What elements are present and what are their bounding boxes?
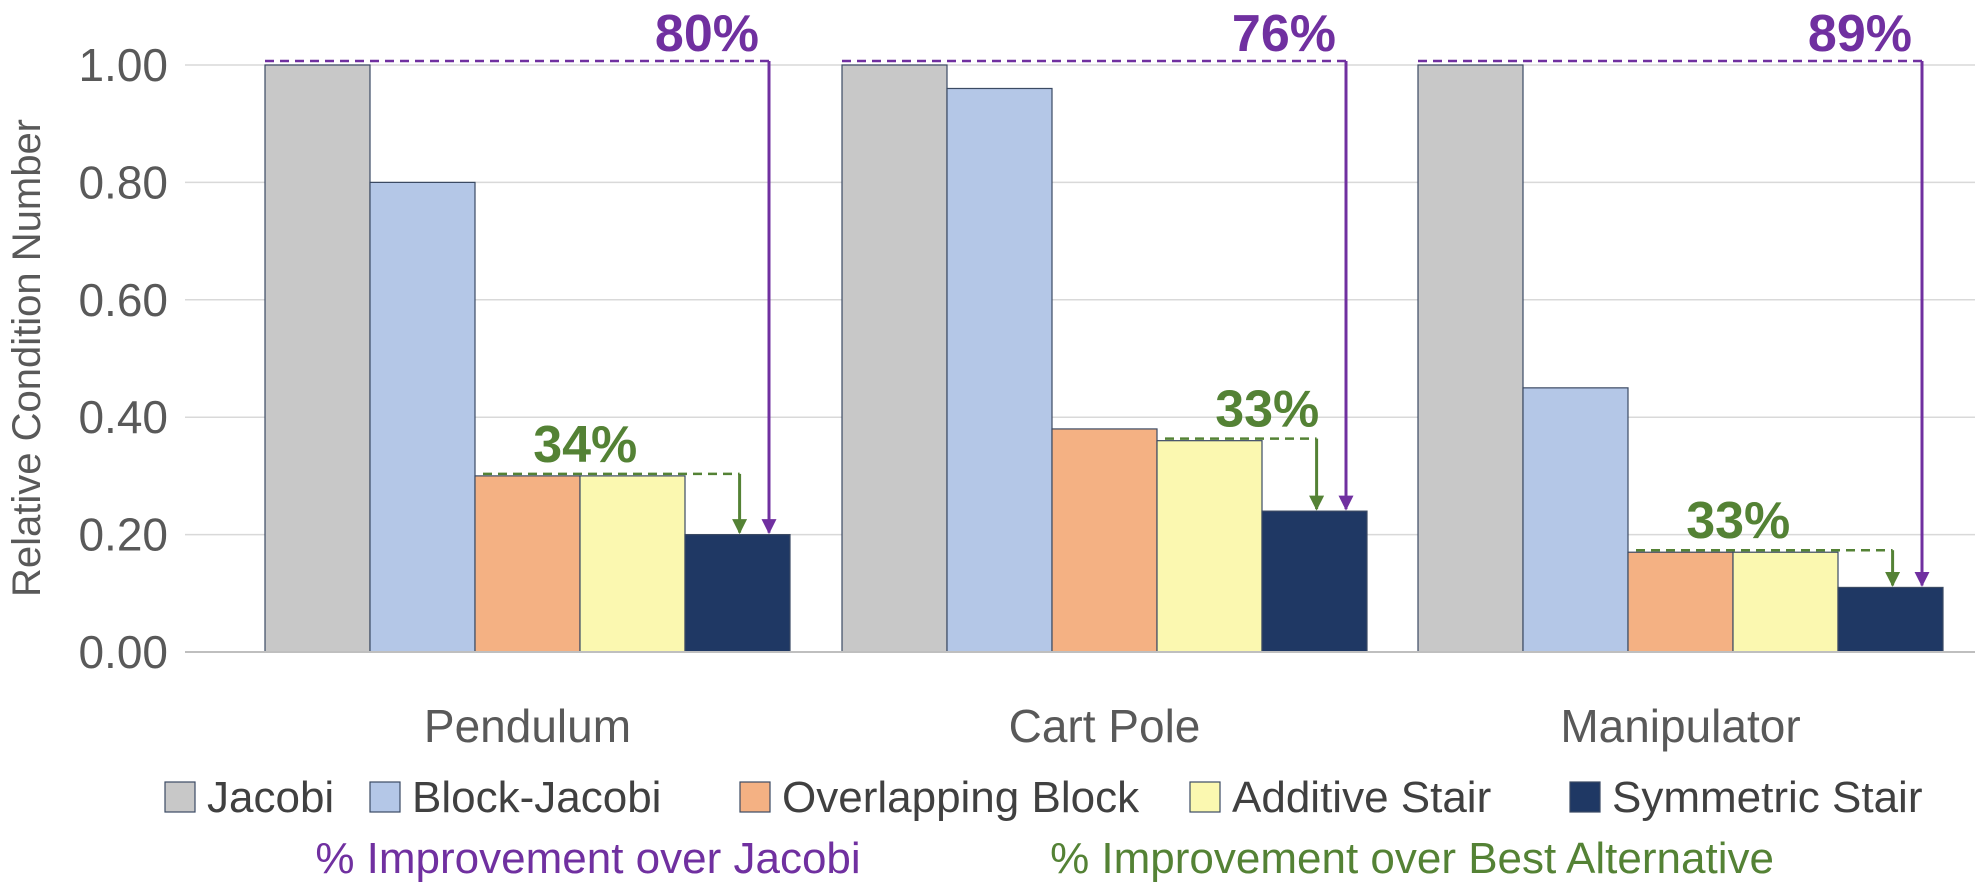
legend-swatch-symmetric-stair <box>1569 781 1601 813</box>
bar-pendulum-jacobi <box>264 64 371 653</box>
legend-label-symmetric-stair: Symmetric Stair <box>1612 773 1922 822</box>
bar-pendulum-additive-stair <box>579 475 686 653</box>
improvement-annotations: 80% 34% 76% 33% 89% 33% <box>265 5 1930 587</box>
bars <box>264 64 1944 653</box>
legend-swatch-block-jacobi <box>369 781 401 813</box>
y-tick-label: 0.60 <box>78 274 168 326</box>
x-axis-categories: Pendulum Cart Pole Manipulator <box>424 700 1801 752</box>
note-improvement-over-best-alternative: % Improvement over Best Alternative <box>1050 834 1774 883</box>
bar-manipulator-symmetric-stair <box>1837 586 1944 653</box>
bar-pendulum-overlapping-block <box>474 475 581 653</box>
legend-swatch-overlapping-block <box>739 781 771 813</box>
legend-label-overlapping-block: Overlapping Block <box>782 773 1140 822</box>
bar-pendulum-block-jacobi <box>369 181 476 653</box>
gridlines <box>185 64 1975 536</box>
y-tick-label: 1.00 <box>78 39 168 91</box>
bar-manipulator-jacobi <box>1417 64 1524 653</box>
bar-pendulum-symmetric-stair <box>684 533 791 653</box>
bar-manipulator-block-jacobi <box>1522 387 1629 653</box>
legend-label-additive-stair: Additive Stair <box>1232 773 1491 822</box>
y-tick-label: 0.20 <box>78 509 168 561</box>
improvement-over-best-label-pendulum: 34% <box>533 416 637 474</box>
bar-cart-pole-symmetric-stair <box>1261 510 1368 653</box>
improvement-over-best-label-manipulator: 33% <box>1686 492 1790 550</box>
improvement-over-jacobi-label-pendulum: 80% <box>655 5 759 63</box>
bar-cart-pole-jacobi <box>841 64 948 653</box>
legend-swatch-additive-stair <box>1189 781 1221 813</box>
category-label-cart-pole: Cart Pole <box>1009 700 1201 752</box>
legend-swatch-jacobi <box>164 781 196 813</box>
y-axis-ticks: 0.00 0.20 0.40 0.60 0.80 1.00 <box>78 39 168 678</box>
improvement-over-best-label-cart-pole: 33% <box>1215 381 1319 439</box>
bar-manipulator-additive-stair <box>1732 551 1839 653</box>
y-axis-title: Relative Condition Number <box>5 119 49 597</box>
bar-manipulator-overlapping-block <box>1627 551 1734 653</box>
y-tick-label: 0.80 <box>78 156 168 208</box>
bar-cart-pole-additive-stair <box>1156 440 1263 653</box>
y-tick-label: 0.40 <box>78 391 168 443</box>
legend-label-block-jacobi: Block-Jacobi <box>412 773 661 822</box>
improvement-over-jacobi-label-manipulator: 89% <box>1808 5 1912 63</box>
legend-label-jacobi: Jacobi <box>207 773 334 822</box>
category-label-pendulum: Pendulum <box>424 700 631 752</box>
category-label-manipulator: Manipulator <box>1560 700 1800 752</box>
legend: Jacobi Block-Jacobi Overlapping Block Addit… <box>164 773 1922 822</box>
improvement-over-jacobi-label-cart-pole: 76% <box>1232 5 1336 63</box>
bar-cart-pole-block-jacobi <box>946 87 1053 653</box>
bar-cart-pole-overlapping-block <box>1051 428 1158 653</box>
y-tick-label: 0.00 <box>78 626 168 678</box>
note-improvement-over-jacobi: % Improvement over Jacobi <box>315 834 860 883</box>
